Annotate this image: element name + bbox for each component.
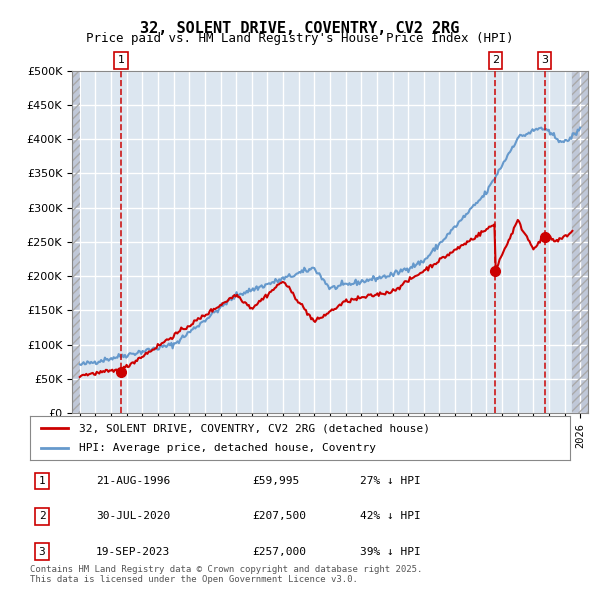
Text: 27% ↓ HPI: 27% ↓ HPI [360,476,421,486]
Text: Contains HM Land Registry data © Crown copyright and database right 2025.
This d: Contains HM Land Registry data © Crown c… [30,565,422,584]
Text: 30-JUL-2020: 30-JUL-2020 [96,512,170,521]
Text: £207,500: £207,500 [252,512,306,521]
Bar [572,71,588,413]
Text: 32, SOLENT DRIVE, COVENTRY, CV2 2RG: 32, SOLENT DRIVE, COVENTRY, CV2 2RG [140,21,460,35]
Text: £59,995: £59,995 [252,476,299,486]
Text: 19-SEP-2023: 19-SEP-2023 [96,547,170,556]
Text: 3: 3 [38,547,46,556]
Text: £257,000: £257,000 [252,547,306,556]
Text: 21-AUG-1996: 21-AUG-1996 [96,476,170,486]
Bar [572,71,588,413]
Text: 1: 1 [118,55,125,65]
Text: 42% ↓ HPI: 42% ↓ HPI [360,512,421,521]
Bar [72,71,80,413]
Text: HPI: Average price, detached house, Coventry: HPI: Average price, detached house, Cove… [79,443,376,453]
Bar [72,71,80,413]
Text: 2: 2 [492,55,499,65]
Text: Price paid vs. HM Land Registry's House Price Index (HPI): Price paid vs. HM Land Registry's House … [86,32,514,45]
Text: 3: 3 [541,55,548,65]
Text: 32, SOLENT DRIVE, COVENTRY, CV2 2RG (detached house): 32, SOLENT DRIVE, COVENTRY, CV2 2RG (det… [79,424,430,433]
Text: 2: 2 [38,512,46,521]
Text: 39% ↓ HPI: 39% ↓ HPI [360,547,421,556]
Text: 1: 1 [38,476,46,486]
